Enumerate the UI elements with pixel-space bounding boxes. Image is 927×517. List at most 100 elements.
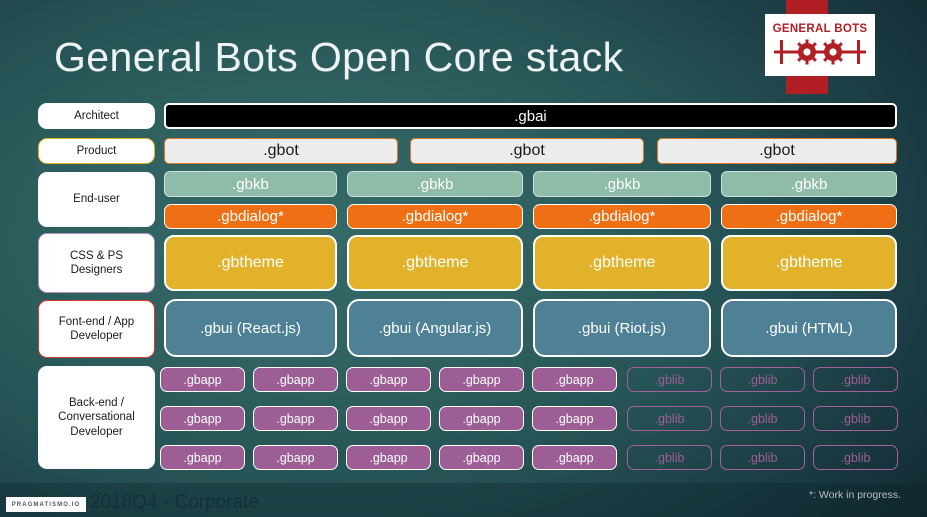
layer-box-gblib[interactable]: .gblib	[720, 445, 805, 470]
layer-box-label: .gbapp	[555, 450, 594, 465]
role-label-product: Product	[38, 138, 155, 164]
layer-box-gblib[interactable]: .gblib	[813, 445, 898, 470]
layer-box-label: .gbapp	[462, 411, 501, 426]
layer-box-label: .gbapp	[555, 411, 594, 426]
layer-box-label: .gblib	[840, 372, 871, 387]
gears-logo-icon	[774, 39, 866, 65]
layer-box-label: .gbai	[514, 107, 547, 125]
pragmatismo-logo-text: PRAGMATISMO.IO	[11, 501, 81, 508]
role-label-text: Back-end / Conversational Developer	[58, 396, 135, 438]
layer-box-label: .gbot	[263, 142, 299, 159]
layer-box-label: .gbui (React.js)	[200, 319, 301, 337]
layer-box-label: .gblib	[840, 411, 871, 426]
layer-box-gbapp[interactable]: .gbapp	[532, 406, 617, 431]
layer-box-gbui-react[interactable]: .gbui (React.js)	[164, 299, 337, 357]
layer-box-gbapp[interactable]: .gbapp	[346, 445, 431, 470]
layer-box-label: .gbui (HTML)	[765, 319, 853, 337]
layer-box-label: .gbkb	[232, 175, 269, 193]
layer-box-gbapp[interactable]: .gbapp	[253, 445, 338, 470]
layer-box-gbapp[interactable]: .gbapp	[439, 445, 524, 470]
layer-box-label: .gblib	[747, 450, 778, 465]
layer-box-label: .gbtheme	[401, 254, 469, 271]
layer-box-label: .gbui (Angular.js)	[378, 319, 492, 337]
role-label-text: Architect	[74, 109, 119, 122]
role-label-end-user: End-user	[38, 172, 155, 227]
layer-box-label: .gblib	[747, 372, 778, 387]
layer-box-gbot[interactable]: .gbot	[164, 138, 398, 164]
brand-logo-text: GENERAL BOTS	[772, 23, 868, 36]
layer-box-label: .gbapp	[183, 450, 222, 465]
layer-box-label: .gbapp	[183, 411, 222, 426]
layer-box-label: .gbapp	[369, 411, 408, 426]
layer-box-gblib[interactable]: .gblib	[813, 367, 898, 392]
layer-box-label: .gbkb	[416, 175, 454, 193]
layer-box-label: .gbtheme	[588, 254, 656, 271]
layer-box-label: .gbapp	[462, 450, 501, 465]
role-label-text: End-user	[73, 193, 120, 206]
layer-box-gbapp[interactable]: .gbapp	[160, 406, 245, 431]
layer-box-gbapp[interactable]: .gbapp	[346, 367, 431, 392]
layer-box-label: .gbdialog*	[775, 208, 843, 225]
layer-box-label: .gbapp	[276, 450, 315, 465]
layer-box-gbapp[interactable]: .gbapp	[532, 367, 617, 392]
layer-box-label: .gbtheme	[217, 254, 284, 271]
layer-box-gbui-html[interactable]: .gbui (HTML)	[721, 299, 897, 357]
layer-box-gblib[interactable]: .gblib	[627, 406, 712, 431]
role-label-css-ps-designers: CSS & PS Designers	[38, 233, 155, 293]
page-title: General Bots Open Core stack	[54, 34, 624, 80]
layer-box-label: .gbapp	[369, 372, 408, 387]
layer-box-label: .gblib	[747, 411, 778, 426]
layer-box-label: .gbot	[759, 142, 795, 159]
layer-box-gbtheme[interactable]: .gbtheme	[533, 235, 711, 291]
layer-box-label: .gbdialog*	[588, 208, 656, 225]
layer-box-label: .gbapp	[369, 450, 408, 465]
layer-box-label: .gbkb	[603, 175, 641, 193]
layer-box-gbkb[interactable]: .gbkb	[721, 171, 897, 197]
role-label-text: Product	[76, 144, 117, 157]
layer-box-gbdialog[interactable]: .gbdialog*	[164, 204, 337, 229]
layer-box-label: .gblib	[654, 411, 685, 426]
footer-caption: 2018Q4 - Corporate	[90, 492, 259, 513]
layer-box-label: .gbapp	[276, 372, 315, 387]
layer-box-gbapp[interactable]: .gbapp	[346, 406, 431, 431]
layer-box-gblib[interactable]: .gblib	[813, 406, 898, 431]
role-label-text: CSS & PS Designers	[69, 249, 124, 276]
layer-box-gbapp[interactable]: .gbapp	[439, 367, 524, 392]
layer-box-label: .gbdialog*	[217, 208, 284, 225]
layer-box-gbapp[interactable]: .gbapp	[439, 406, 524, 431]
layer-box-gbapp[interactable]: .gbapp	[253, 406, 338, 431]
layer-box-label: .gbapp	[183, 372, 222, 387]
layer-box-gblib[interactable]: .gblib	[627, 367, 712, 392]
pragmatismo-logo: PRAGMATISMO.IO	[6, 497, 86, 512]
layer-box-gbot[interactable]: .gbot	[657, 138, 897, 164]
layer-box-gbapp[interactable]: .gbapp	[532, 445, 617, 470]
layer-box-gbapp[interactable]: .gbapp	[253, 367, 338, 392]
layer-box-label: .gbui (Riot.js)	[577, 319, 667, 337]
role-label-text: Font-end / App Developer	[58, 315, 135, 342]
layer-box-label: .gbtheme	[775, 254, 843, 271]
layer-box-gblib[interactable]: .gblib	[627, 445, 712, 470]
layer-box-label: .gblib	[654, 450, 685, 465]
layer-box-gbtheme[interactable]: .gbtheme	[164, 235, 337, 291]
layer-box-gbot[interactable]: .gbot	[410, 138, 644, 164]
layer-box-gbkb[interactable]: .gbkb	[347, 171, 523, 197]
layer-box-gbdialog[interactable]: .gbdialog*	[721, 204, 897, 229]
layer-box-gbapp[interactable]: .gbapp	[160, 445, 245, 470]
layer-box-gbkb[interactable]: .gbkb	[164, 171, 337, 197]
layer-box-gbdialog[interactable]: .gbdialog*	[347, 204, 523, 229]
layer-box-label: .gbdialog*	[401, 208, 469, 225]
layer-box-label: .gblib	[840, 450, 871, 465]
layer-box-gbui-angular[interactable]: .gbui (Angular.js)	[347, 299, 523, 357]
layer-box-gbkb[interactable]: .gbkb	[533, 171, 711, 197]
role-label-frontend-app-developer: Font-end / App Developer	[38, 300, 155, 358]
layer-box-gbtheme[interactable]: .gbtheme	[721, 235, 897, 291]
layer-box-label: .gbkb	[790, 175, 828, 193]
layer-box-gblib[interactable]: .gblib	[720, 367, 805, 392]
layer-box-gbui-riot[interactable]: .gbui (Riot.js)	[533, 299, 711, 357]
layer-box-gbapp[interactable]: .gbapp	[160, 367, 245, 392]
layer-box-gblib[interactable]: .gblib	[720, 406, 805, 431]
layer-box-gbtheme[interactable]: .gbtheme	[347, 235, 523, 291]
layer-box-gbdialog[interactable]: .gbdialog*	[533, 204, 711, 229]
layer-box-gbai[interactable]: .gbai	[164, 103, 897, 129]
